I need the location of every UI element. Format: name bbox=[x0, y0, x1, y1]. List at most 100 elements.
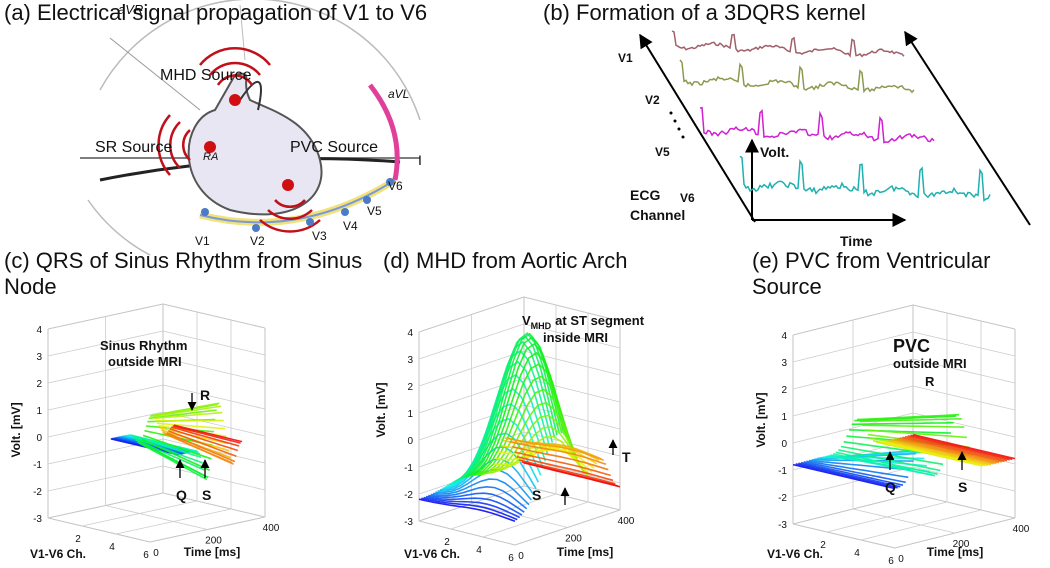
heart-diagram bbox=[80, 0, 421, 256]
grid-line bbox=[523, 350, 621, 376]
label: Sinus Rhythm bbox=[100, 338, 187, 353]
surface-line bbox=[888, 439, 992, 466]
surface-line bbox=[899, 437, 1002, 463]
surface-line bbox=[168, 430, 237, 458]
label: V3 bbox=[312, 229, 327, 243]
surface-line bbox=[428, 492, 525, 513]
surface-line bbox=[886, 440, 989, 466]
label-part: V bbox=[522, 313, 531, 328]
surface-line bbox=[891, 439, 994, 465]
label: 400 bbox=[618, 516, 635, 527]
label: RA bbox=[203, 151, 218, 163]
label: S bbox=[202, 487, 211, 503]
label: I bbox=[418, 152, 422, 168]
surface-line bbox=[481, 401, 579, 476]
label: Volt. [mV] bbox=[374, 382, 388, 437]
ecg-trace bbox=[739, 155, 991, 202]
label-part: at ST segment bbox=[555, 313, 645, 328]
label: 4 bbox=[36, 325, 42, 336]
label: -1 bbox=[33, 460, 42, 471]
surface-line bbox=[507, 437, 604, 462]
label: 3 bbox=[36, 352, 42, 363]
surface-line bbox=[512, 445, 609, 471]
surface-line bbox=[514, 451, 611, 477]
surface-line bbox=[458, 340, 556, 481]
surface-line bbox=[880, 441, 984, 467]
surface-line bbox=[479, 388, 577, 476]
label: 0 bbox=[153, 548, 159, 559]
surface-line bbox=[421, 497, 518, 521]
label: V1-V6 Ch. bbox=[30, 547, 86, 561]
label: -2 bbox=[33, 487, 42, 498]
label: V5 bbox=[367, 204, 382, 218]
label: R bbox=[925, 374, 935, 389]
surface-line bbox=[148, 409, 217, 420]
surface bbox=[110, 402, 243, 481]
grid-line bbox=[523, 404, 621, 430]
grid-line bbox=[105, 505, 208, 530]
label: ECG Channel bbox=[630, 187, 685, 223]
label: outside MRI bbox=[108, 354, 182, 369]
label: 2 bbox=[36, 379, 42, 390]
surface-line bbox=[151, 402, 220, 417]
grid-line bbox=[792, 523, 896, 549]
surface-line bbox=[418, 498, 516, 523]
label: 4 bbox=[781, 331, 787, 342]
grid-line bbox=[912, 358, 1016, 384]
ecg-trace bbox=[679, 59, 915, 94]
grid-line bbox=[523, 485, 621, 511]
surface-line bbox=[912, 433, 1016, 460]
label: 2 bbox=[444, 537, 450, 548]
label: -3 bbox=[778, 520, 787, 531]
label: VMHD at ST segment bbox=[522, 313, 645, 331]
label: V1-V6 Ch. bbox=[767, 547, 823, 561]
label: Q bbox=[176, 487, 187, 503]
surface-line bbox=[894, 438, 997, 465]
panel-title: (b) Formation of a 3DQRS kernel bbox=[543, 0, 866, 25]
label: 4 bbox=[407, 328, 413, 339]
surface-line bbox=[152, 405, 222, 418]
surface-line bbox=[814, 452, 917, 461]
label: T bbox=[622, 449, 631, 465]
label: -1 bbox=[778, 466, 787, 477]
surface-line bbox=[851, 421, 954, 426]
surface-line bbox=[138, 442, 208, 481]
surface-line bbox=[139, 441, 209, 479]
label: 4 bbox=[854, 548, 860, 559]
label: V1 bbox=[195, 234, 210, 248]
surface-line bbox=[170, 426, 240, 447]
surface-line bbox=[902, 436, 1005, 463]
surface bbox=[792, 413, 1016, 490]
label: 2 bbox=[820, 540, 826, 551]
surface-line bbox=[803, 461, 906, 484]
surface-line bbox=[166, 432, 236, 463]
label-line: ECG bbox=[630, 187, 660, 203]
label: aVL bbox=[388, 87, 409, 101]
label: Volt. bbox=[760, 144, 789, 160]
label: -3 bbox=[404, 517, 413, 528]
label: 0 bbox=[36, 433, 42, 444]
label: V6 bbox=[680, 191, 695, 205]
label: outside MRI bbox=[893, 356, 967, 371]
surface-line bbox=[795, 463, 898, 489]
surface-line bbox=[859, 418, 962, 423]
surface-line bbox=[460, 334, 558, 480]
surface-line bbox=[476, 375, 575, 476]
label: Volt. [mV] bbox=[9, 402, 23, 457]
label: -3 bbox=[33, 514, 42, 525]
label: 3 bbox=[781, 358, 787, 369]
label: 1 bbox=[781, 412, 787, 423]
grid-line bbox=[852, 508, 956, 534]
label: 0 bbox=[898, 554, 904, 565]
surface-line bbox=[864, 429, 968, 439]
surface-line bbox=[862, 424, 965, 428]
surface-line bbox=[154, 411, 223, 420]
grid-line bbox=[523, 323, 621, 349]
panel-title: (d) MHD from Aortic Arch bbox=[383, 248, 628, 273]
grid-line bbox=[47, 517, 151, 543]
label: V1-V6 Ch. bbox=[404, 547, 460, 561]
label: 6 bbox=[888, 556, 894, 567]
surface-line bbox=[832, 453, 936, 477]
